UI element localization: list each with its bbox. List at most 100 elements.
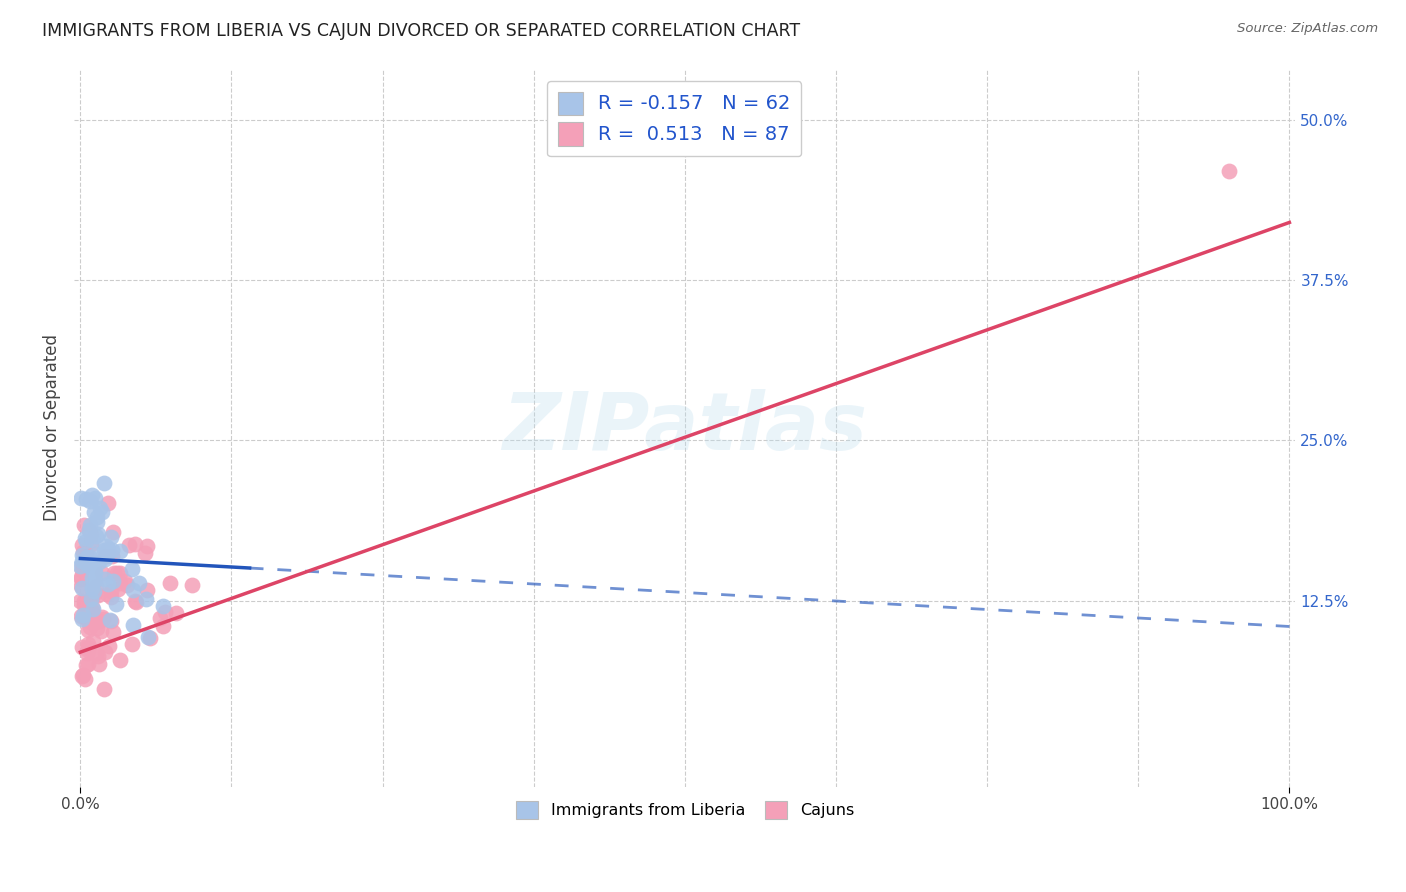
- Point: [100, 614, 122, 628]
- Point: [134, 546, 156, 560]
- Point: [159, 576, 181, 591]
- Point: [82, 561, 104, 575]
- Point: [96, 539, 118, 553]
- Point: [94, 551, 117, 566]
- Point: [84, 491, 107, 505]
- Point: [73, 598, 96, 612]
- Point: [83, 505, 105, 519]
- Y-axis label: Divorced or Separated: Divorced or Separated: [44, 334, 60, 521]
- Point: [87, 657, 110, 672]
- Point: [86, 515, 108, 529]
- Point: [76, 642, 98, 657]
- Point: [97, 496, 120, 510]
- Point: [103, 625, 125, 640]
- Point: [89, 615, 111, 629]
- Point: [76, 657, 98, 671]
- Point: [79, 537, 101, 551]
- Point: [155, 605, 177, 619]
- Point: [73, 610, 96, 624]
- Point: [148, 611, 170, 625]
- Point: [124, 593, 146, 607]
- Point: [82, 616, 104, 631]
- Point: [69, 579, 91, 593]
- Point: [108, 653, 131, 667]
- Point: [96, 587, 118, 601]
- Point: [87, 649, 110, 664]
- Point: [76, 601, 98, 615]
- Point: [80, 527, 103, 541]
- Point: [100, 584, 122, 599]
- Point: [79, 493, 101, 508]
- Point: [136, 583, 159, 598]
- Point: [124, 595, 146, 609]
- Point: [86, 579, 108, 593]
- Point: [103, 574, 125, 589]
- Point: [121, 582, 143, 597]
- Point: [110, 576, 132, 591]
- Point: [86, 646, 108, 660]
- Point: [97, 639, 120, 653]
- Point: [75, 552, 97, 566]
- Point: [75, 597, 97, 611]
- Point: [69, 558, 91, 573]
- Point: [84, 566, 107, 580]
- Point: [82, 604, 104, 618]
- Point: [93, 476, 115, 491]
- Point: [93, 682, 115, 697]
- Point: [121, 562, 143, 576]
- Point: [72, 668, 94, 682]
- Point: [152, 599, 174, 613]
- Point: [94, 645, 117, 659]
- Point: [91, 505, 114, 519]
- Text: IMMIGRANTS FROM LIBERIA VS CAJUN DIVORCED OR SEPARATED CORRELATION CHART: IMMIGRANTS FROM LIBERIA VS CAJUN DIVORCE…: [42, 22, 800, 40]
- Point: [72, 608, 94, 623]
- Point: [80, 591, 103, 606]
- Point: [75, 534, 97, 549]
- Point: [82, 574, 104, 589]
- Point: [101, 549, 124, 563]
- Point: [69, 609, 91, 624]
- Point: [100, 590, 122, 604]
- Point: [77, 595, 100, 609]
- Point: [80, 488, 103, 502]
- Point: [87, 555, 110, 569]
- Point: [82, 570, 104, 584]
- Point: [69, 593, 91, 607]
- Point: [118, 538, 141, 552]
- Point: [115, 578, 138, 592]
- Point: [76, 549, 98, 564]
- Point: [76, 613, 98, 627]
- Point: [73, 531, 96, 545]
- Point: [108, 543, 131, 558]
- Point: [72, 558, 94, 572]
- Point: [100, 529, 122, 543]
- Point: [124, 537, 146, 551]
- Point: [135, 591, 157, 606]
- Point: [72, 554, 94, 568]
- Point: [72, 545, 94, 559]
- Point: [91, 609, 114, 624]
- Point: [79, 559, 101, 574]
- Point: [77, 596, 100, 610]
- Point: [70, 640, 93, 654]
- Point: [181, 577, 204, 591]
- Point: [82, 602, 104, 616]
- Point: [138, 632, 160, 646]
- Point: [121, 637, 143, 651]
- Point: [77, 637, 100, 651]
- Legend: Immigrants from Liberia, Cajuns: Immigrants from Liberia, Cajuns: [509, 794, 860, 825]
- Point: [87, 588, 110, 602]
- Point: [86, 529, 108, 543]
- Point: [79, 620, 101, 634]
- Point: [76, 641, 98, 656]
- Point: [75, 657, 97, 672]
- Point: [76, 646, 98, 660]
- Point: [70, 548, 93, 562]
- Point: [75, 546, 97, 560]
- Point: [80, 581, 103, 595]
- Point: [96, 549, 118, 563]
- Point: [83, 587, 105, 601]
- Point: [86, 547, 108, 561]
- Point: [82, 588, 104, 602]
- Point: [97, 577, 120, 591]
